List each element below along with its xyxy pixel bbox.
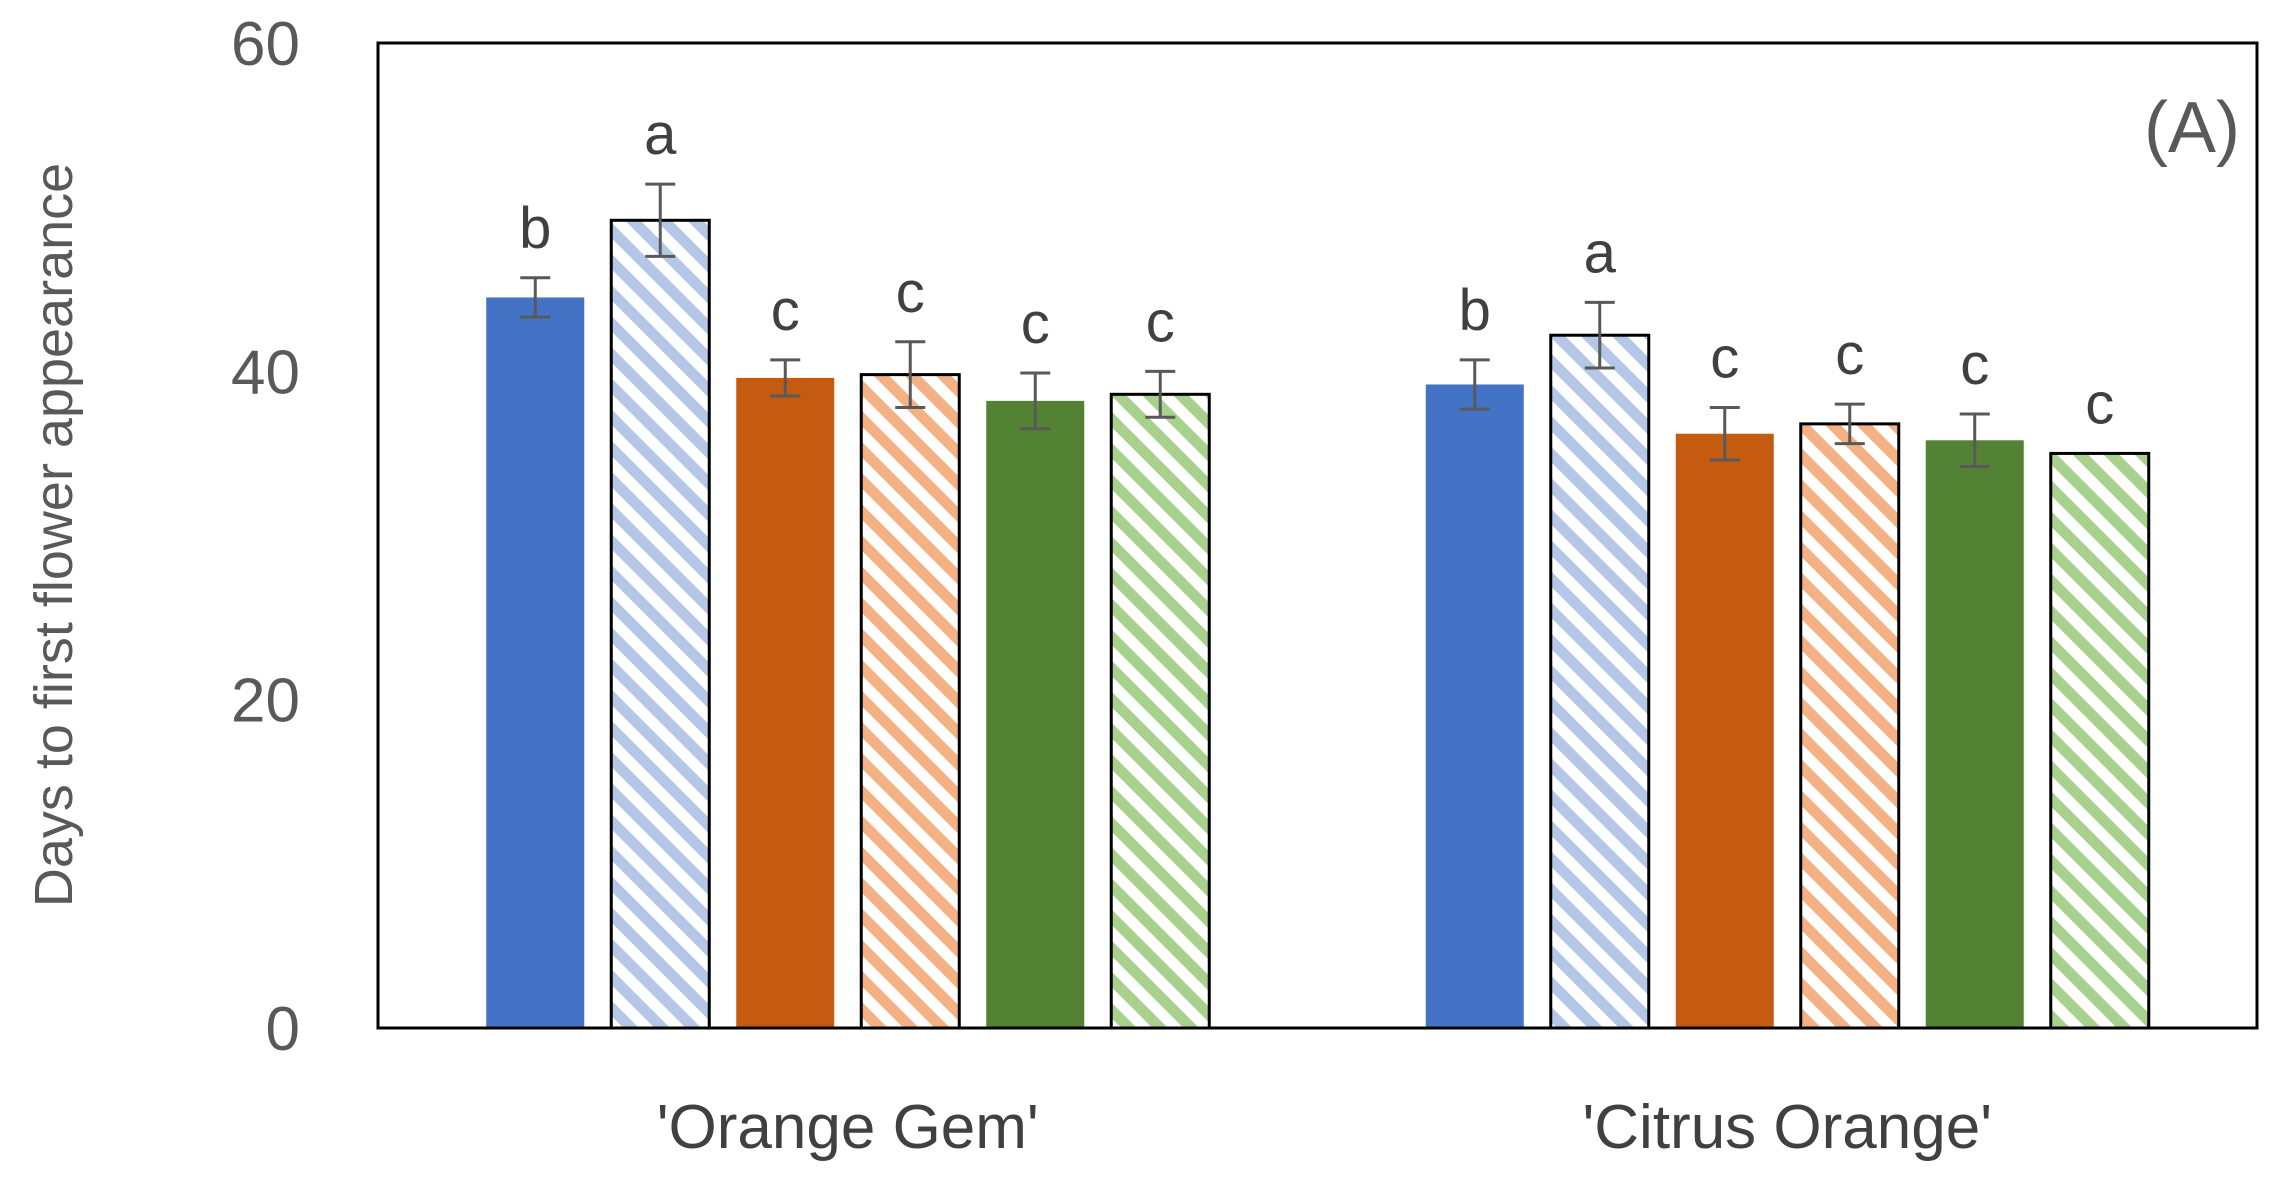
error-bar [1145, 369, 1176, 419]
error-bar [1709, 405, 1740, 462]
bars-layer [486, 218, 2151, 1030]
error-bar [1584, 300, 1615, 370]
significance-letter: c [1021, 291, 1050, 356]
error-bars-layer [520, 182, 1990, 469]
y-tick-label: 20 [231, 667, 300, 736]
y-axis-ticks: 0 20 40 60 [231, 10, 300, 1064]
error-bar [1834, 402, 1865, 446]
significance-letter: a [644, 102, 677, 167]
significance-letter: c [2085, 371, 2114, 436]
bar-blue-solid-2 [1425, 384, 1524, 1028]
significance-letter: c [1146, 289, 1175, 354]
bar-green-hatched-2 [2049, 451, 2151, 1030]
y-axis-title: Days to first flower appearance [24, 163, 84, 907]
plot-frame [376, 41, 2259, 1030]
significance-letter: c [896, 260, 925, 325]
y-tick-label: 40 [231, 338, 300, 407]
significance-letter: c [1835, 322, 1864, 387]
x-axis-labels: 'Orange Gem' 'Citrus Orange' [657, 1093, 1992, 1162]
x-category-label: 'Citrus Orange' [1582, 1093, 1992, 1162]
error-bar [520, 276, 551, 319]
bar-blue-hatched-1 [609, 218, 711, 1030]
significance-letter: c [771, 278, 800, 343]
bar-orange-solid-2 [1675, 433, 1774, 1028]
significance-letter: b [1459, 278, 1491, 343]
significance-letter: a [1584, 220, 1617, 285]
x-category-label: 'Orange Gem' [657, 1093, 1039, 1162]
bar-green-solid-1 [986, 400, 1085, 1029]
y-tick-label: 0 [266, 995, 300, 1064]
significance-letter: c [1960, 332, 1989, 397]
bar-green-solid-2 [1925, 440, 2024, 1028]
bar-blue-solid-1 [486, 297, 585, 1028]
error-bar [1459, 358, 1490, 411]
error-bar [895, 340, 926, 409]
error-bar [1959, 412, 1990, 469]
bar-green-hatched-1 [1109, 392, 1211, 1030]
bar-orange-hatched-2 [1799, 422, 1901, 1030]
bar-orange-solid-1 [736, 377, 835, 1028]
bar-orange-hatched-1 [859, 373, 961, 1030]
error-bar [1020, 371, 1051, 431]
significance-letters-layer: b a c c c c b a c c c c [519, 102, 2114, 436]
panel-label: (A) [2144, 88, 2240, 168]
error-bar [770, 358, 801, 398]
significance-letter: b [519, 196, 551, 261]
error-bar [645, 182, 676, 258]
bar-blue-hatched-2 [1549, 333, 1651, 1030]
y-tick-label: 60 [231, 10, 300, 79]
significance-letter: c [1710, 325, 1739, 390]
